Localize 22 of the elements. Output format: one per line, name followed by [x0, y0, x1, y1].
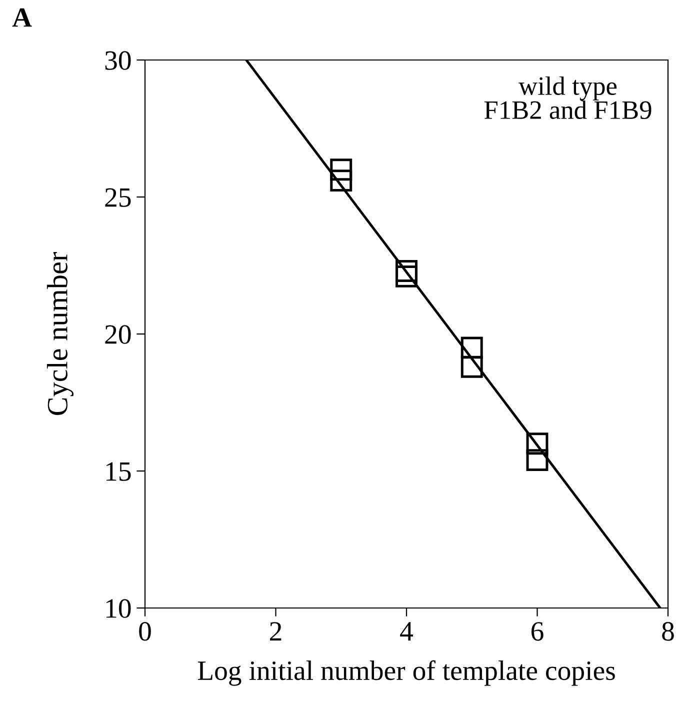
y-tick-label: 20	[105, 325, 131, 344]
point	[396, 260, 418, 282]
point	[396, 265, 418, 288]
x-axis-title: Log initial number of template copies	[198, 660, 615, 686]
y-tick-label: 25	[105, 188, 131, 207]
point	[526, 432, 548, 455]
y-axis-title: Cycle number	[46, 252, 74, 416]
chart-title: A	[12, 8, 32, 27]
y-tick-label: 10	[106, 599, 131, 618]
y-tick-label: 30	[105, 51, 131, 70]
point	[330, 170, 352, 192]
annotation: wild type F1B2 and F1B9	[484, 76, 652, 120]
x-tick-label: 4	[400, 622, 414, 640]
point	[526, 449, 548, 472]
x-tick-label: 8	[662, 622, 674, 641]
y-tick-label: 15	[106, 462, 131, 481]
x-tick-label: 6	[532, 622, 544, 641]
point	[460, 356, 483, 378]
x-tick-label: 0	[139, 622, 151, 641]
x-tick-label: 2	[270, 622, 282, 640]
point	[330, 158, 352, 181]
point	[460, 336, 483, 359]
